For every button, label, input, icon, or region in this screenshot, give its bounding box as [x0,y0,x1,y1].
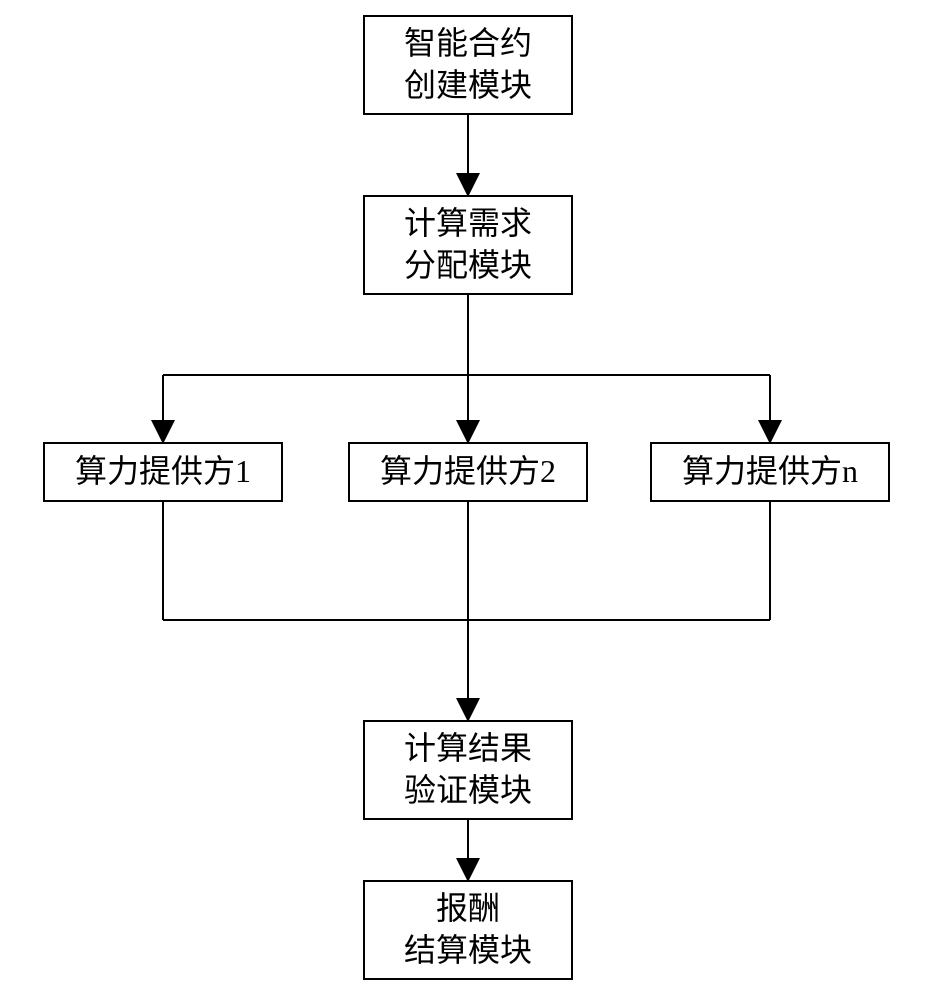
flowchart-edges [0,0,939,1000]
